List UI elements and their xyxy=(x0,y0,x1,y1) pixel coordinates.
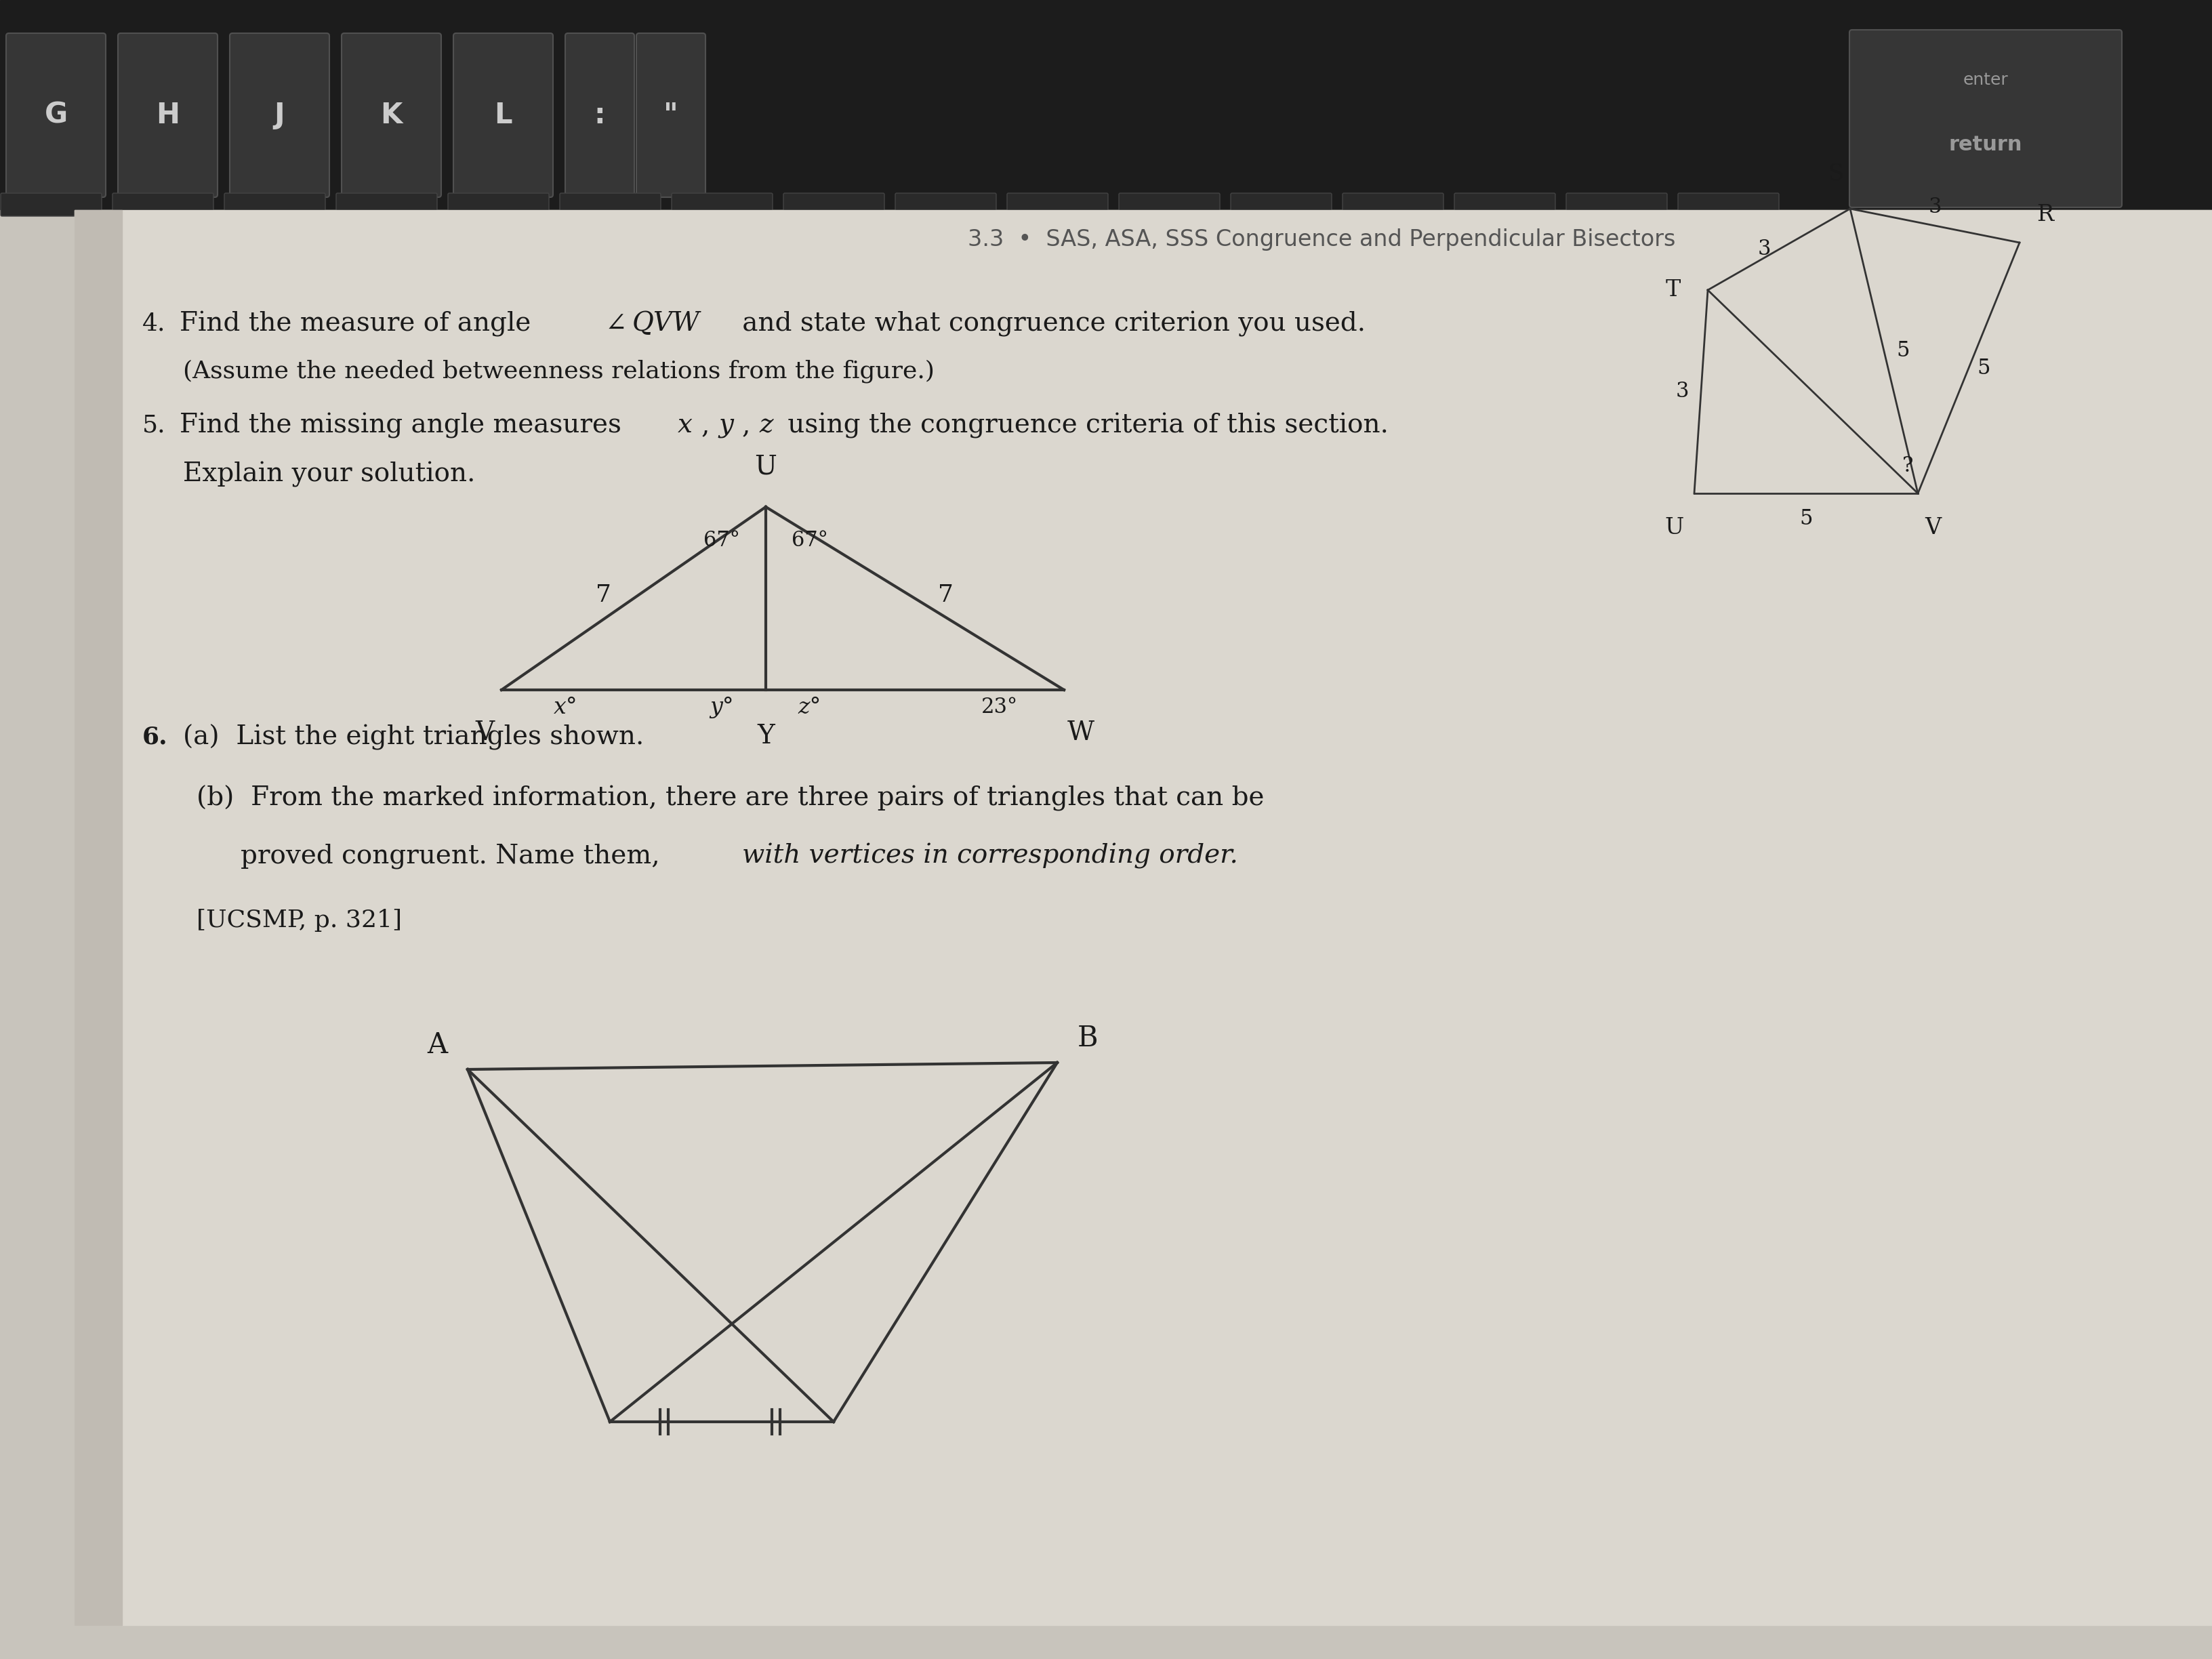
Text: (a)  List the eight triangles shown.: (a) List the eight triangles shown. xyxy=(184,725,644,750)
Text: T: T xyxy=(1666,279,1681,300)
Text: ∠: ∠ xyxy=(606,312,628,337)
Text: J: J xyxy=(274,101,285,129)
Text: Y: Y xyxy=(757,723,774,748)
Text: Find the measure of angle: Find the measure of angle xyxy=(179,312,540,337)
Text: enter: enter xyxy=(1962,71,2008,88)
Text: V: V xyxy=(476,720,493,745)
FancyBboxPatch shape xyxy=(223,192,325,216)
Text: 5.: 5. xyxy=(142,415,166,436)
FancyBboxPatch shape xyxy=(7,33,106,197)
Text: y°: y° xyxy=(710,697,734,718)
Text: 6.: 6. xyxy=(142,727,168,748)
Text: 7: 7 xyxy=(938,584,953,607)
Text: U: U xyxy=(754,455,776,479)
FancyBboxPatch shape xyxy=(1849,30,2121,207)
FancyBboxPatch shape xyxy=(113,192,215,216)
FancyBboxPatch shape xyxy=(672,192,772,216)
Text: z: z xyxy=(759,413,772,438)
Text: 67°: 67° xyxy=(792,531,827,551)
Text: y: y xyxy=(719,413,732,438)
FancyBboxPatch shape xyxy=(453,33,553,197)
Text: W: W xyxy=(1068,720,1095,745)
Text: 3: 3 xyxy=(1759,239,1770,260)
Bar xyxy=(75,211,122,1626)
Text: 5: 5 xyxy=(1978,357,1991,378)
Text: (Assume the needed betweenness relations from the figure.): (Assume the needed betweenness relations… xyxy=(184,360,933,383)
Text: return: return xyxy=(1949,134,2022,154)
Text: ?: ? xyxy=(1902,456,1913,476)
Bar xyxy=(75,211,2212,1626)
Text: Explain your solution.: Explain your solution. xyxy=(184,461,476,488)
Text: ,: , xyxy=(701,413,710,438)
Text: H: H xyxy=(155,101,179,129)
Text: A: A xyxy=(427,1030,447,1058)
FancyBboxPatch shape xyxy=(637,33,706,197)
Text: 3: 3 xyxy=(1674,382,1688,401)
Text: G: G xyxy=(44,101,69,129)
Text: R: R xyxy=(2037,204,2053,226)
Text: 7: 7 xyxy=(595,584,611,607)
Text: 3: 3 xyxy=(1929,196,1942,217)
FancyBboxPatch shape xyxy=(336,192,438,216)
Text: z°: z° xyxy=(799,697,821,718)
Text: and state what congruence criterion you used.: and state what congruence criterion you … xyxy=(734,312,1365,337)
Text: ,: , xyxy=(741,413,750,438)
Text: with vertices in corresponding order.: with vertices in corresponding order. xyxy=(741,843,1239,869)
Text: x°: x° xyxy=(553,697,577,718)
Text: 23°: 23° xyxy=(982,697,1018,718)
Text: :: : xyxy=(595,101,606,129)
Text: L: L xyxy=(493,101,513,129)
FancyBboxPatch shape xyxy=(1119,192,1219,216)
Text: 4.: 4. xyxy=(142,312,166,335)
FancyBboxPatch shape xyxy=(1679,192,1778,216)
Text: K: K xyxy=(380,101,403,129)
Text: U: U xyxy=(1663,518,1683,539)
FancyBboxPatch shape xyxy=(341,33,440,197)
Text: 5: 5 xyxy=(1896,340,1909,362)
Text: ": " xyxy=(664,101,679,129)
FancyBboxPatch shape xyxy=(1343,192,1444,216)
Text: proved congruent. Name them,: proved congruent. Name them, xyxy=(241,843,668,869)
Text: (b)  From the marked information, there are three pairs of triangles that can be: (b) From the marked information, there a… xyxy=(197,785,1265,811)
Text: S: S xyxy=(1827,163,1843,186)
FancyBboxPatch shape xyxy=(560,192,661,216)
FancyBboxPatch shape xyxy=(230,33,330,197)
FancyBboxPatch shape xyxy=(449,192,549,216)
Text: x: x xyxy=(677,413,692,438)
FancyBboxPatch shape xyxy=(1230,192,1332,216)
FancyBboxPatch shape xyxy=(896,192,995,216)
Text: 5: 5 xyxy=(1798,509,1812,529)
Bar xyxy=(0,211,2212,1659)
FancyBboxPatch shape xyxy=(1006,192,1108,216)
Text: 3.3  •  SAS, ASA, SSS Congruence and Perpendicular Bisectors: 3.3 • SAS, ASA, SSS Congruence and Perpe… xyxy=(967,227,1674,251)
Text: QVW: QVW xyxy=(633,312,699,337)
FancyBboxPatch shape xyxy=(0,192,102,216)
FancyBboxPatch shape xyxy=(783,192,885,216)
FancyBboxPatch shape xyxy=(1453,192,1555,216)
FancyBboxPatch shape xyxy=(566,33,635,197)
Text: V: V xyxy=(1924,518,1940,539)
FancyBboxPatch shape xyxy=(117,33,217,197)
Text: B: B xyxy=(1077,1024,1097,1052)
Text: [UCSMP, p. 321]: [UCSMP, p. 321] xyxy=(197,909,403,932)
FancyBboxPatch shape xyxy=(1566,192,1668,216)
Text: Find the missing angle measures: Find the missing angle measures xyxy=(179,413,630,438)
Text: 67°: 67° xyxy=(703,531,741,551)
Text: using the congruence criteria of this section.: using the congruence criteria of this se… xyxy=(779,413,1389,438)
Bar xyxy=(0,0,2212,217)
